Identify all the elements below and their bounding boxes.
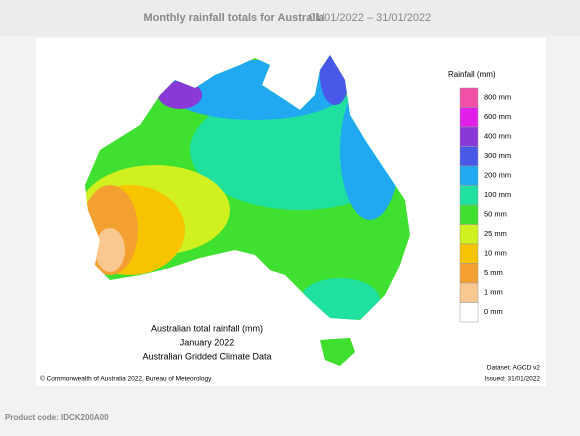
legend-label: 0 mm [484,307,503,316]
legend-swatch [459,185,479,206]
legend-label: 300 mm [484,151,511,160]
legend-swatch [459,204,479,225]
legend-swatch [459,165,479,186]
legend-label: 50 mm [484,210,507,219]
legend-label: 400 mm [484,132,511,141]
legend-label: 800 mm [484,93,511,102]
legend-title: Rainfall (mm) [448,70,496,79]
legend-label: 600 mm [484,112,511,121]
legend-swatch [459,224,479,245]
map-caption: Australian total rainfall (mm) [151,323,263,333]
legend-swatch [459,243,479,264]
dataset: Dataset: AGCD v2 [487,365,540,372]
legend-label: 5 mm [484,268,503,277]
product-code: Product code: IDCK200A00 [5,413,109,422]
map-caption: January 2022 [180,337,235,347]
header-period: 01/01/2022 – 31/01/2022 [309,12,431,24]
legend-label: 100 mm [484,190,511,199]
legend-label: 200 mm [484,171,511,180]
legend-swatch [459,126,479,147]
header-bar [0,0,580,36]
legend-label: 1 mm [484,288,503,297]
legend-swatch [459,87,479,108]
copyright: © Commonwealth of Australia 2022, Bureau… [40,375,212,383]
legend-label: 10 mm [484,249,507,258]
legend: 800 mm 600 mm 400 mm 300 mm 200 mm 100 mm 50 m… [459,87,511,323]
legend-swatch [459,302,479,323]
legend-label: 25 mm [484,229,507,238]
header-title: Monthly rainfall totals for Australia [143,12,325,24]
legend-swatch [459,107,479,128]
legend-swatch [459,282,479,303]
issued: Issued: 31/01/2022 [485,376,541,383]
legend-swatch [459,263,479,284]
legend-swatch [459,146,479,167]
map-caption: Australian Gridded Climate Data [142,351,271,361]
